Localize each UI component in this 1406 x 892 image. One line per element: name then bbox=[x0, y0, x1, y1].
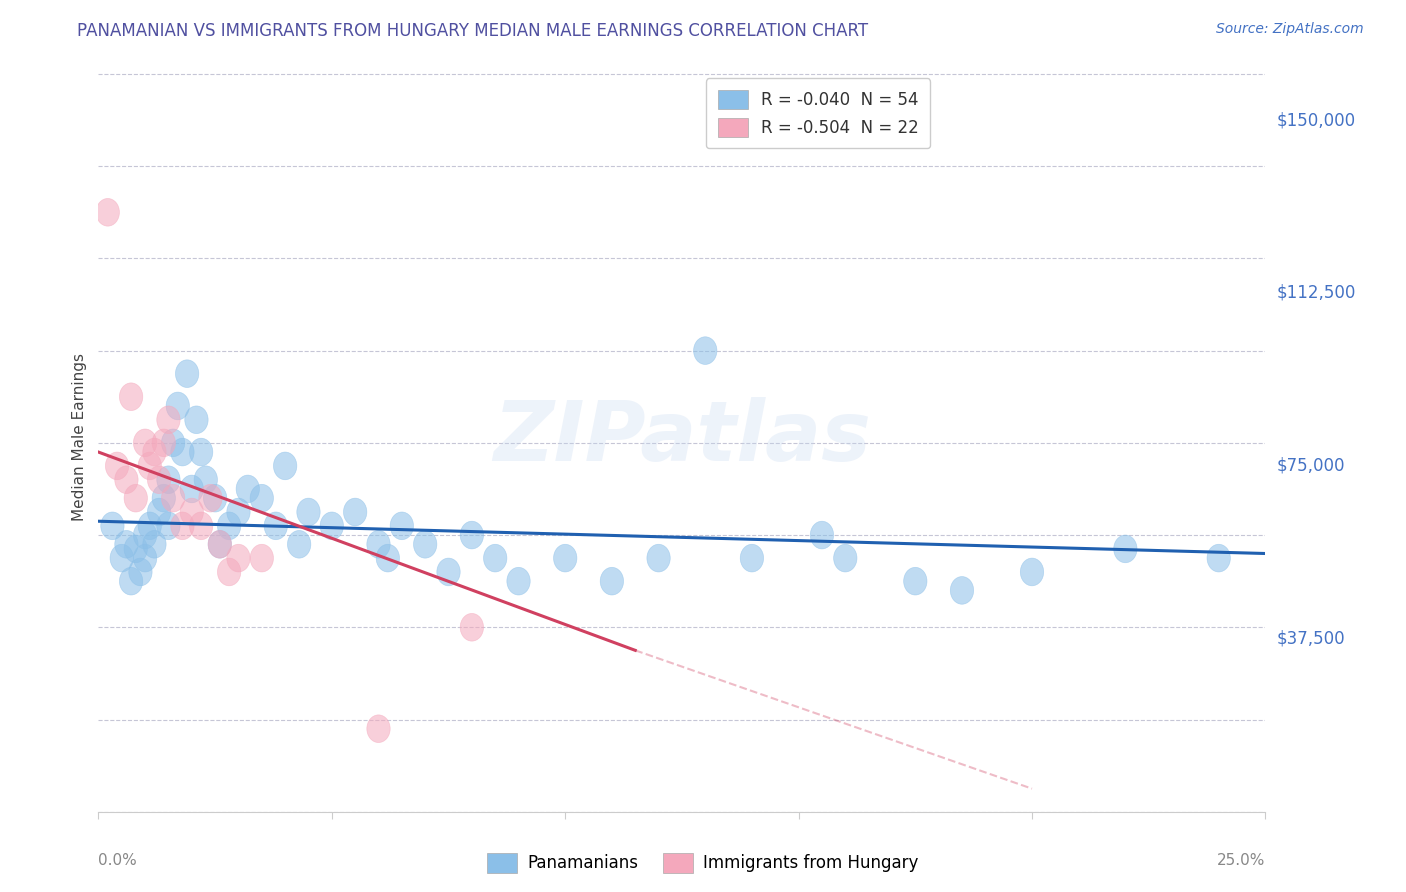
Y-axis label: Median Male Earnings: Median Male Earnings bbox=[72, 353, 87, 521]
Ellipse shape bbox=[413, 531, 437, 558]
Text: 0.0%: 0.0% bbox=[98, 853, 138, 868]
Ellipse shape bbox=[506, 567, 530, 595]
Ellipse shape bbox=[170, 512, 194, 540]
Ellipse shape bbox=[1114, 535, 1137, 563]
Text: 25.0%: 25.0% bbox=[1218, 853, 1265, 868]
Ellipse shape bbox=[264, 512, 287, 540]
Ellipse shape bbox=[226, 498, 250, 526]
Ellipse shape bbox=[115, 531, 138, 558]
Ellipse shape bbox=[198, 484, 222, 512]
Ellipse shape bbox=[134, 544, 157, 572]
Ellipse shape bbox=[250, 484, 274, 512]
Ellipse shape bbox=[152, 429, 176, 457]
Ellipse shape bbox=[190, 438, 212, 466]
Ellipse shape bbox=[208, 531, 232, 558]
Ellipse shape bbox=[143, 531, 166, 558]
Ellipse shape bbox=[115, 466, 138, 493]
Text: $112,500: $112,500 bbox=[1277, 284, 1355, 302]
Ellipse shape bbox=[287, 531, 311, 558]
Ellipse shape bbox=[810, 521, 834, 549]
Ellipse shape bbox=[297, 498, 321, 526]
Ellipse shape bbox=[166, 392, 190, 420]
Text: PANAMANIAN VS IMMIGRANTS FROM HUNGARY MEDIAN MALE EARNINGS CORRELATION CHART: PANAMANIAN VS IMMIGRANTS FROM HUNGARY ME… bbox=[77, 22, 869, 40]
Ellipse shape bbox=[134, 429, 157, 457]
Ellipse shape bbox=[110, 544, 134, 572]
Ellipse shape bbox=[138, 512, 162, 540]
Ellipse shape bbox=[176, 359, 198, 387]
Ellipse shape bbox=[120, 383, 143, 410]
Ellipse shape bbox=[184, 406, 208, 434]
Ellipse shape bbox=[134, 521, 157, 549]
Ellipse shape bbox=[124, 535, 148, 563]
Ellipse shape bbox=[170, 438, 194, 466]
Ellipse shape bbox=[120, 567, 143, 595]
Text: $37,500: $37,500 bbox=[1277, 630, 1346, 648]
Ellipse shape bbox=[96, 198, 120, 227]
Ellipse shape bbox=[143, 438, 166, 466]
Ellipse shape bbox=[554, 544, 576, 572]
Ellipse shape bbox=[190, 512, 212, 540]
Ellipse shape bbox=[129, 558, 152, 586]
Ellipse shape bbox=[148, 466, 170, 493]
Ellipse shape bbox=[226, 544, 250, 572]
Ellipse shape bbox=[105, 452, 129, 480]
Ellipse shape bbox=[343, 498, 367, 526]
Ellipse shape bbox=[1021, 558, 1043, 586]
Ellipse shape bbox=[236, 475, 260, 503]
Ellipse shape bbox=[218, 512, 240, 540]
Text: $150,000: $150,000 bbox=[1277, 112, 1355, 129]
Ellipse shape bbox=[647, 544, 671, 572]
Ellipse shape bbox=[138, 452, 162, 480]
Text: Source: ZipAtlas.com: Source: ZipAtlas.com bbox=[1216, 22, 1364, 37]
Ellipse shape bbox=[484, 544, 508, 572]
Ellipse shape bbox=[834, 544, 858, 572]
Ellipse shape bbox=[904, 567, 927, 595]
Ellipse shape bbox=[460, 521, 484, 549]
Ellipse shape bbox=[437, 558, 460, 586]
Ellipse shape bbox=[250, 544, 274, 572]
Ellipse shape bbox=[950, 576, 974, 604]
Legend: Panamanians, Immigrants from Hungary: Panamanians, Immigrants from Hungary bbox=[481, 847, 925, 880]
Ellipse shape bbox=[152, 484, 176, 512]
Ellipse shape bbox=[101, 512, 124, 540]
Ellipse shape bbox=[194, 466, 218, 493]
Ellipse shape bbox=[148, 498, 170, 526]
Text: ZIPatlas: ZIPatlas bbox=[494, 397, 870, 477]
Ellipse shape bbox=[367, 714, 391, 742]
Ellipse shape bbox=[321, 512, 343, 540]
Ellipse shape bbox=[391, 512, 413, 540]
Ellipse shape bbox=[204, 484, 226, 512]
Ellipse shape bbox=[460, 614, 484, 641]
Ellipse shape bbox=[157, 406, 180, 434]
Ellipse shape bbox=[273, 452, 297, 480]
Ellipse shape bbox=[180, 475, 204, 503]
Ellipse shape bbox=[208, 531, 232, 558]
Text: $75,000: $75,000 bbox=[1277, 457, 1346, 475]
Ellipse shape bbox=[162, 429, 184, 457]
Ellipse shape bbox=[157, 512, 180, 540]
Ellipse shape bbox=[157, 466, 180, 493]
Legend: R = -0.040  N = 54, R = -0.504  N = 22: R = -0.040 N = 54, R = -0.504 N = 22 bbox=[706, 78, 931, 148]
Ellipse shape bbox=[1208, 544, 1230, 572]
Ellipse shape bbox=[180, 498, 204, 526]
Ellipse shape bbox=[218, 558, 240, 586]
Ellipse shape bbox=[741, 544, 763, 572]
Ellipse shape bbox=[600, 567, 624, 595]
Ellipse shape bbox=[162, 484, 184, 512]
Ellipse shape bbox=[367, 531, 391, 558]
Ellipse shape bbox=[693, 337, 717, 365]
Ellipse shape bbox=[124, 484, 148, 512]
Ellipse shape bbox=[377, 544, 399, 572]
